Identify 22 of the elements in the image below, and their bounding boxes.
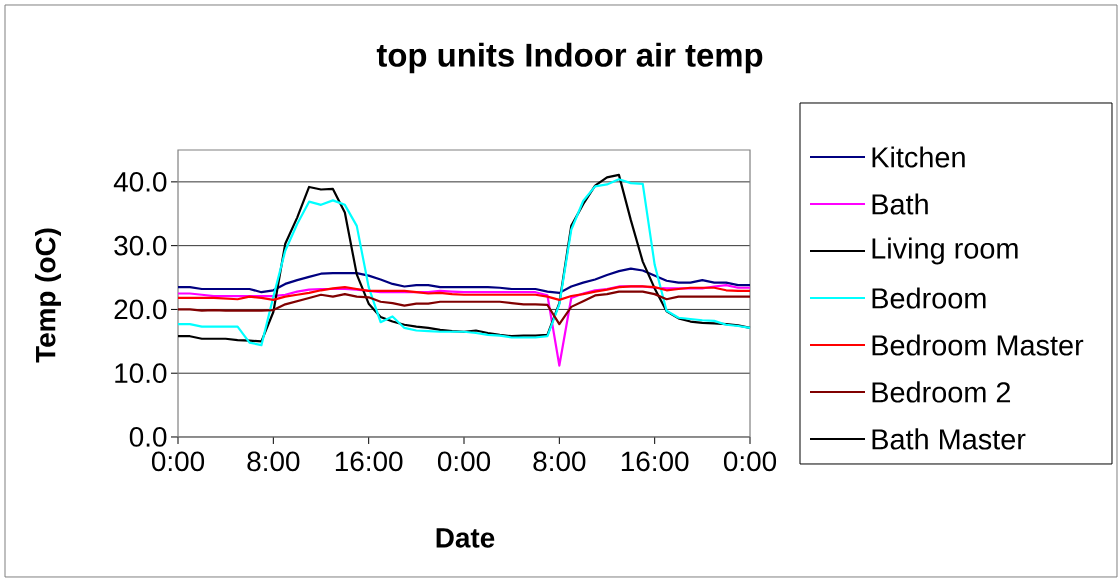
y-tick-label: 20.0 — [114, 299, 167, 320]
x-tick-label: 8:00 — [247, 451, 300, 472]
legend-label: Living room — [872, 237, 1018, 265]
x-tick-label: 0:00 — [723, 451, 777, 472]
chart-title: top units Indoor air temp — [376, 42, 763, 74]
legend-label: Bedroom Master — [872, 334, 1084, 356]
legend-label: Kitchen — [872, 146, 965, 168]
x-tick-label: 0:00 — [437, 451, 491, 472]
y-tick-label: 10.0 — [115, 363, 167, 384]
legend-label: Bedroom — [872, 287, 986, 309]
x-tick-label: 8:00 — [533, 451, 586, 472]
y-axis-title: Temp (oC) — [35, 228, 61, 363]
x-tick-label: 0:00 — [151, 451, 205, 472]
y-tick-label: 0.0 — [129, 427, 167, 447]
x-tick-label: 16:00 — [621, 451, 689, 472]
y-tick-label: 30.0 — [114, 235, 167, 256]
legend-label: Bath — [872, 193, 928, 215]
legend-label: Bath Master — [872, 428, 1026, 450]
y-tick-label: 40.0 — [113, 172, 167, 192]
x-axis-title: Date — [436, 528, 495, 548]
legend-label: Bedroom 2 — [872, 381, 1011, 403]
x-tick-label: 16:00 — [335, 451, 403, 472]
